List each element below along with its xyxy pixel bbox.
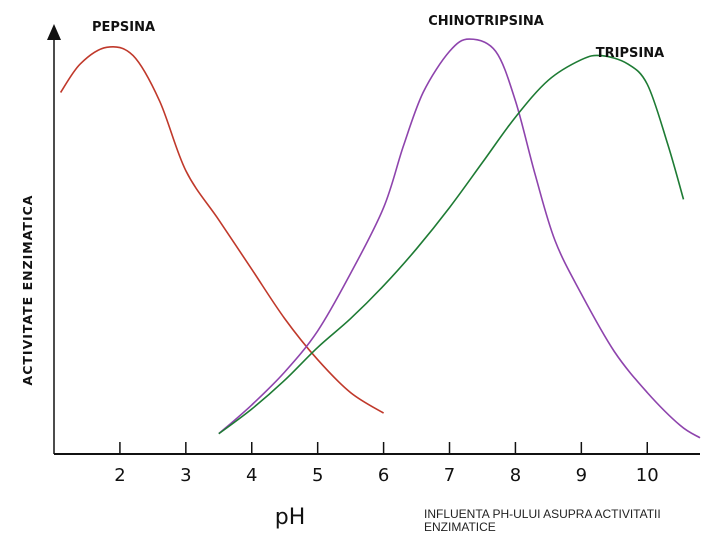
x-tick-label: 8 (510, 465, 521, 486)
y-axis-arrow (47, 24, 61, 40)
series-group (59, 38, 701, 439)
series-line-chinotripsina (218, 38, 701, 439)
series-labels: PEPSINA CHINOTRIPSINA TRIPSINA (92, 14, 664, 61)
series-label-chinotripsina: CHINOTRIPSINA (428, 14, 544, 29)
y-axis-label-group: ACTIVITATE ENZIMATICA (20, 195, 35, 386)
series-line-pepsina (59, 45, 385, 414)
x-tick-label: 9 (576, 465, 587, 486)
y-axis-label: ACTIVITATE ENZIMATICA (20, 195, 35, 386)
series-label-pepsina: PEPSINA (92, 20, 155, 35)
series-line-tripsina (218, 54, 685, 435)
x-tick-label: 6 (378, 465, 389, 486)
axes (47, 24, 700, 455)
x-tick-label: 5 (312, 465, 323, 486)
x-axis-label: pH (275, 505, 306, 530)
series-label-tripsina: TRIPSINA (596, 46, 664, 61)
x-ticks: 2 3 4 5 6 7 8 9 10 (114, 442, 659, 486)
x-tick-label: 4 (246, 465, 257, 486)
x-tick-label: 3 (180, 465, 191, 486)
figure-caption: INFLUENTA PH-ULUI ASUPRA ACTIVITATII ENZ… (424, 507, 661, 534)
x-tick-label: 10 (636, 465, 659, 486)
x-tick-label: 2 (114, 465, 125, 486)
x-tick-label: 7 (444, 465, 455, 486)
